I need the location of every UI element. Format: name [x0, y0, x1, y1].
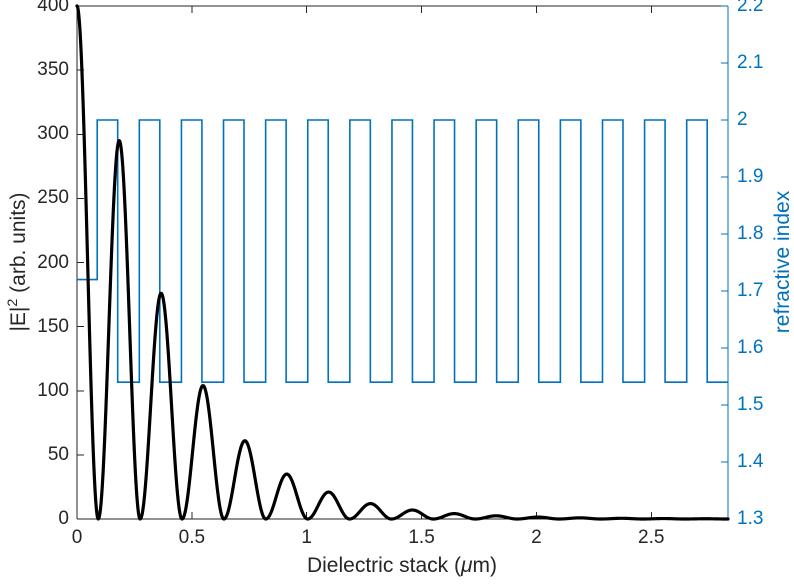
x-tick-label: 0.5: [178, 527, 206, 548]
y-left-tick-label: 200: [37, 251, 69, 273]
y-right-tick-label: 2.1: [737, 52, 764, 73]
x-axis-label-unit: m): [472, 554, 498, 577]
y-left-tick-label: 250: [37, 187, 69, 209]
y-right-tick-label: 1.8: [737, 223, 764, 244]
y-left-tick-label: 100: [37, 379, 69, 401]
x-tick-label: 2: [531, 527, 542, 548]
y-left-tick-label: 350: [37, 59, 69, 81]
y-right-tick-label: 1.9: [737, 166, 764, 187]
x-tick-label: 1.5: [408, 527, 435, 548]
field-intensity-curve: [75, 4, 730, 521]
x-tick-label: 2.5: [638, 527, 665, 548]
refractive-index-curve: [77, 119, 728, 383]
y-right-tick-label: 1.6: [737, 337, 764, 358]
x-axis-label-text: Dielectric stack (: [306, 554, 462, 577]
x-axis-label: Dielectric stack (μm): [307, 554, 497, 578]
y-left-tick-label: 50: [47, 443, 69, 465]
y-right-tick-label: 1.3: [737, 508, 764, 529]
y-left-label-unit: (arb. units): [7, 192, 30, 299]
y-left-tick-label: 150: [37, 315, 69, 337]
y-left-label-text: |E|: [7, 306, 30, 332]
y-axis-label-right: refractive index: [771, 190, 794, 334]
y-left-tick-label: 400: [37, 0, 69, 16]
y-right-tick-label: 1.4: [737, 451, 764, 472]
y-right-tick-label: 2.2: [737, 0, 764, 16]
y-right-tick-label: 1.5: [737, 394, 764, 415]
x-tick-label: 1: [301, 527, 312, 548]
y-right-tick-label: 1.7: [737, 280, 764, 301]
y-left-label-superscript: 2: [5, 298, 21, 307]
y-right-tick-label: 2: [737, 109, 748, 130]
y-left-tick-label: 300: [37, 123, 69, 145]
y-axis-label-left: |E|2 (arb. units): [5, 192, 31, 331]
x-tick-label: 0: [71, 527, 83, 548]
mu-symbol: μ: [461, 554, 473, 577]
y-left-tick-label: 0: [58, 508, 69, 529]
